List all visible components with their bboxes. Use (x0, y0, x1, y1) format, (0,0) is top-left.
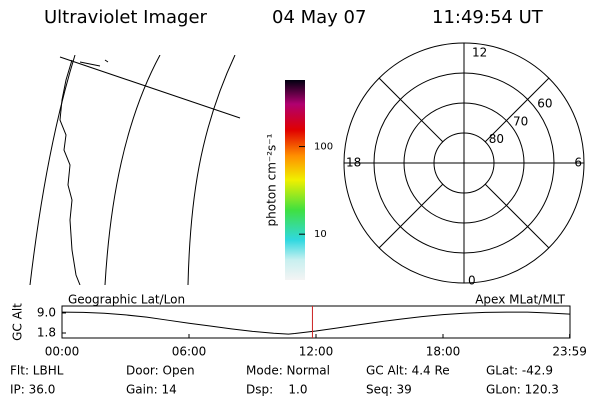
colorbar-tick-label: 10 (314, 229, 327, 240)
polar-ring (373, 72, 555, 254)
panel-label-left: Geographic Lat/Lon (68, 293, 185, 307)
polar-ring (433, 132, 495, 194)
title: Ultraviolet Imager (44, 7, 208, 28)
status-field: Gain: 14 (126, 383, 177, 397)
x-tick-label: 00:00 (45, 345, 80, 359)
status-field: Seq: 39 (366, 383, 412, 397)
polar (344, 43, 584, 283)
polar-mlt-label: 18 (346, 156, 361, 170)
plot-frame (61, 305, 571, 339)
status-field: GLat: -42.9 (486, 364, 553, 378)
polar-ring-label: 80 (489, 132, 504, 146)
status-field: GLon: 120.3 (486, 383, 559, 397)
y-tick-label: 1.8 (37, 325, 56, 339)
status-field: Dsp: 1.0 (246, 383, 308, 397)
time: 11:49:54 UT (432, 7, 544, 28)
date: 04 May 07 (272, 7, 366, 28)
colorbar (285, 80, 305, 280)
polar-mlt-label: 12 (472, 46, 487, 60)
status-field: Door: Open (126, 364, 195, 378)
x-tick-label: 18:00 (426, 345, 461, 359)
panel-label-right: Apex MLat/MLT (475, 293, 565, 307)
colorbar-tick-label: 100 (314, 142, 333, 153)
y-tick-label: 9.0 (37, 305, 56, 319)
polar-ring-label: 60 (537, 97, 552, 111)
x-tick-label: 12:00 (299, 345, 334, 359)
polar-ring-label: 70 (513, 114, 528, 128)
map (29, 55, 241, 285)
x-tick-label: 06:00 (172, 345, 207, 359)
polar-mlt-label: 6 (574, 156, 582, 170)
colorbar-label: photon cm⁻²s⁻¹ (265, 133, 279, 226)
status-field: Mode: Normal (246, 364, 330, 378)
status-field: GC Alt: 4.4 Re (366, 364, 450, 378)
y-axis-label: GC Alt (11, 303, 25, 341)
status-field: Flt: LBHL (10, 364, 64, 378)
altitude-line (61, 311, 571, 335)
polar-ring (403, 102, 525, 224)
polar-mlt-label: 0 (468, 274, 476, 288)
x-tick-label: 23:59 (552, 345, 587, 359)
status-field: IP: 36.0 (10, 383, 55, 397)
polar-boundary (343, 42, 585, 284)
